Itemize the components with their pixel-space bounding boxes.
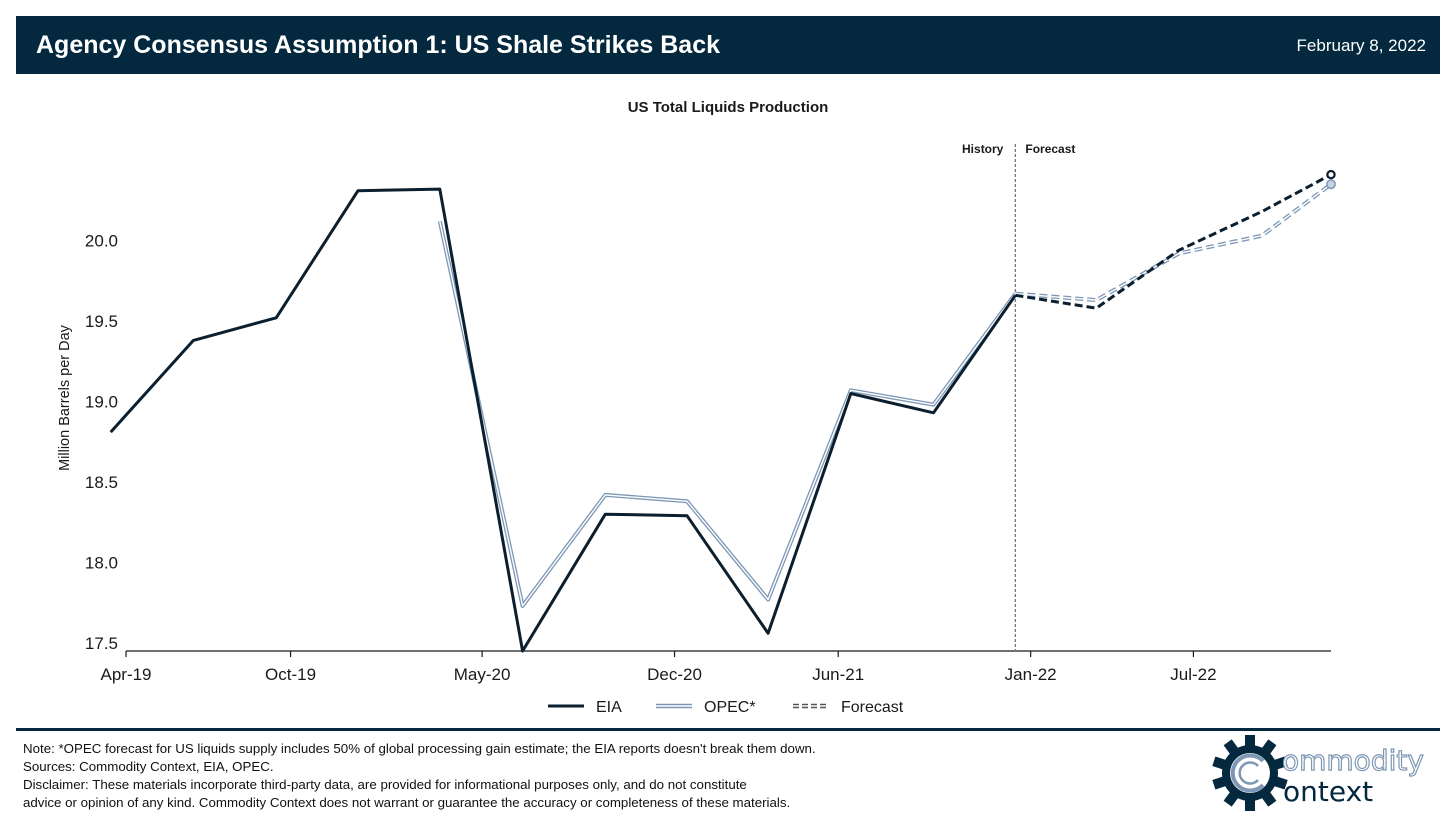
y-tick-label: 19.0	[85, 393, 118, 412]
gear-icon	[1212, 735, 1288, 811]
history-label: History	[962, 142, 1004, 156]
report-date: February 8, 2022	[1296, 36, 1426, 55]
x-tick-label: Jun-21	[812, 665, 864, 684]
x-axis-ticks: Apr-19 Oct-19 May-20 Dec-20 Jun-21 Jan-22 Jul-…	[100, 651, 1217, 684]
series-line	[109, 187, 1017, 653]
gear-c-outer	[1230, 753, 1265, 793]
chart: US Total Liquids Production Million Barr…	[57, 99, 1336, 716]
gear-tooth	[1245, 799, 1255, 811]
legend-label: OPEC*	[704, 699, 756, 716]
x-tick-label: May-20	[454, 665, 511, 684]
sources-line: Sources: Commodity Context, EIA, OPEC.	[23, 759, 274, 774]
x-tick-label: Dec-20	[647, 665, 702, 684]
eia-forecast-end-marker	[1326, 169, 1336, 180]
series-line	[1015, 173, 1332, 310]
gear-hole	[1230, 753, 1270, 793]
page-title: Agency Consensus Assumption 1: US Shale …	[36, 31, 721, 59]
y-tick-label: 20.0	[85, 232, 118, 251]
gear-tooth	[1245, 735, 1255, 747]
footer-notes: Note: *OPEC forecast for US liquids supp…	[23, 740, 816, 812]
legend-item: OPEC*	[656, 699, 756, 716]
y-tick-label: 18.5	[85, 473, 118, 492]
footer-divider	[16, 728, 1440, 731]
forecast-label: Forecast	[1025, 142, 1075, 156]
legend-item: EIA	[548, 699, 622, 716]
y-tick-label: 18.0	[85, 553, 118, 572]
series-line	[1015, 182, 1333, 303]
commodity-context-logo: ommodity ontext	[1212, 735, 1425, 811]
legend-label: Forecast	[841, 699, 904, 716]
series-layer	[109, 169, 1336, 653]
series-opec	[437, 220, 1018, 608]
series-line-inner	[439, 221, 1016, 607]
logo-word-2: ontext	[1283, 775, 1373, 808]
note-line: Note: *OPEC forecast for US liquids supp…	[23, 741, 816, 756]
y-axis-label: Million Barrels per Day	[57, 324, 73, 471]
x-tick-label: Jan-22	[1005, 665, 1057, 684]
series-eia-forecast	[1015, 173, 1332, 310]
chart-title: US Total Liquids Production	[628, 99, 829, 116]
legend-item: Forecast	[793, 699, 904, 716]
y-axis-ticks: 17.5 18.0 18.5 19.0 19.5 20.0	[85, 232, 118, 653]
series-line	[437, 220, 1018, 608]
x-tick-label: Apr-19	[100, 665, 151, 684]
disclaimer-line: Disclaimer: These materials incorporate …	[23, 777, 747, 792]
series-line-inner	[1015, 183, 1332, 301]
gear-c-inner	[1238, 761, 1259, 785]
series-eia	[109, 187, 1017, 653]
legend-label: EIA	[596, 699, 622, 716]
y-tick-label: 17.5	[85, 634, 118, 653]
disclaimer-line-2: advice or opinion of any kind. Commodity…	[23, 795, 791, 810]
logo-word-1: ommodity	[1282, 744, 1424, 777]
opec-forecast-end-marker	[1326, 179, 1336, 190]
x-tick-label: Oct-19	[265, 665, 316, 684]
header-bar: Agency Consensus Assumption 1: US Shale …	[16, 16, 1440, 74]
y-tick-label: 19.5	[85, 312, 118, 331]
series-opec-forecast	[1015, 182, 1333, 303]
legend: EIA OPEC* Forecast	[548, 699, 904, 716]
x-tick-label: Jul-22	[1170, 665, 1216, 684]
